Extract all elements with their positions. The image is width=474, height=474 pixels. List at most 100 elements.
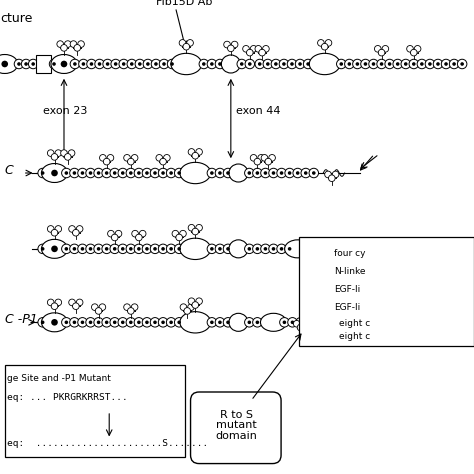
Circle shape [269,168,278,178]
Circle shape [261,155,268,161]
Circle shape [142,244,152,254]
Circle shape [130,62,134,66]
Circle shape [264,171,267,175]
Circle shape [460,62,464,66]
Circle shape [89,171,92,175]
Circle shape [78,168,87,178]
Circle shape [263,46,269,52]
Text: C: C [5,164,13,177]
Circle shape [192,153,199,159]
Circle shape [196,225,202,231]
Circle shape [55,299,62,306]
Circle shape [207,318,217,327]
Circle shape [47,226,54,232]
Circle shape [177,171,181,175]
Circle shape [250,155,257,161]
Ellipse shape [229,240,248,258]
Circle shape [243,46,249,52]
Circle shape [136,234,142,241]
Circle shape [215,59,225,69]
Circle shape [409,59,419,69]
Circle shape [124,155,130,161]
Circle shape [76,226,83,232]
Ellipse shape [229,313,248,331]
Circle shape [297,324,304,331]
Circle shape [307,246,313,253]
Ellipse shape [42,164,67,182]
Circle shape [288,247,292,251]
Circle shape [253,244,262,254]
Circle shape [17,62,21,66]
Circle shape [218,247,222,251]
Ellipse shape [0,55,18,73]
Circle shape [247,320,251,324]
Circle shape [98,62,101,66]
Circle shape [210,320,214,324]
Circle shape [420,62,424,66]
Circle shape [218,171,222,175]
Circle shape [245,59,255,69]
Circle shape [94,168,103,178]
Circle shape [55,226,62,232]
Circle shape [247,247,251,251]
Circle shape [347,62,351,66]
Circle shape [78,318,87,327]
Ellipse shape [171,54,202,75]
Circle shape [293,320,300,327]
Circle shape [127,59,137,69]
Circle shape [134,318,144,327]
Circle shape [215,318,225,327]
Circle shape [237,59,246,69]
Circle shape [102,168,111,178]
Text: ge Site and -P1 Mutant: ge Site and -P1 Mutant [7,374,111,383]
Circle shape [51,319,58,326]
Circle shape [128,308,134,314]
Circle shape [280,247,283,251]
Circle shape [312,171,316,175]
Circle shape [285,244,294,254]
Circle shape [102,244,111,254]
Circle shape [105,247,109,251]
Circle shape [169,320,173,324]
Circle shape [161,320,165,324]
Circle shape [277,244,286,254]
Circle shape [356,62,359,66]
Circle shape [401,59,410,69]
Bar [299,237,474,346]
Circle shape [51,303,58,310]
Circle shape [223,318,233,327]
Circle shape [261,244,270,254]
Circle shape [382,46,389,52]
Circle shape [47,150,54,156]
Circle shape [433,59,443,69]
Circle shape [240,62,244,66]
Text: cture: cture [0,12,33,25]
Circle shape [259,49,265,56]
Text: R to S: R to S [219,410,253,420]
Ellipse shape [180,162,210,184]
Circle shape [31,62,35,66]
Circle shape [138,62,142,66]
Circle shape [245,168,254,178]
Circle shape [272,247,275,251]
Circle shape [108,230,114,237]
Circle shape [254,158,261,165]
Circle shape [255,171,259,175]
Circle shape [414,46,421,52]
Circle shape [301,320,308,327]
Circle shape [223,168,233,178]
Circle shape [296,318,305,327]
Circle shape [210,247,214,251]
Circle shape [73,247,76,251]
Circle shape [51,154,58,160]
Circle shape [279,59,289,69]
Circle shape [97,320,100,324]
Circle shape [73,171,76,175]
Circle shape [129,247,133,251]
Circle shape [310,267,317,274]
Circle shape [295,59,305,69]
Circle shape [81,247,84,251]
Circle shape [145,247,149,251]
Circle shape [253,318,262,327]
Circle shape [70,59,80,69]
